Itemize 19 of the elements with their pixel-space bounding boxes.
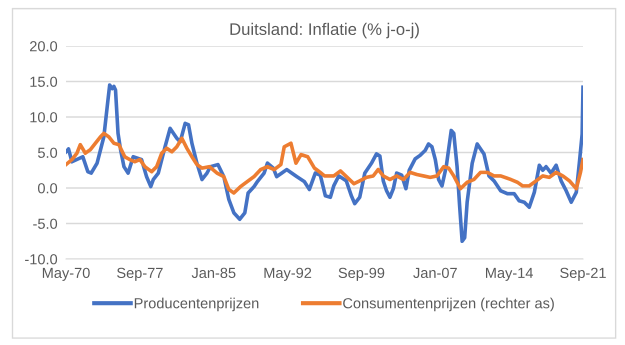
x-tick-label: May-14	[486, 268, 533, 281]
x-tick-label: Sep-21	[560, 268, 606, 281]
line-series	[66, 132, 583, 195]
y-tick-label: -5.0	[33, 218, 58, 229]
x-tick-label: Jan-07	[413, 268, 457, 278]
y-tick-label: 5.0	[38, 148, 58, 158]
x-tick-label: Jan-85	[192, 268, 236, 278]
x-tick-label: May-92	[264, 268, 312, 281]
y-tick-label: 0.0	[38, 183, 58, 194]
chart-title: Duitsland: Inflatie (% j-o-j)	[230, 22, 419, 38]
legend-label: Consumentenprijzen (rechter as)	[343, 298, 554, 312]
y-tick-label: 10.0	[30, 112, 58, 122]
y-tick-label: 20.0	[30, 41, 58, 52]
legend-label: Producentenprijzen	[134, 298, 258, 312]
x-tick-label: May-70	[42, 268, 90, 281]
y-tick-label: -10.0	[25, 254, 58, 264]
y-tick-label: 15.0	[30, 76, 58, 87]
x-tick-label: Sep-77	[117, 268, 163, 281]
x-tick-label: Sep-99	[338, 268, 384, 281]
